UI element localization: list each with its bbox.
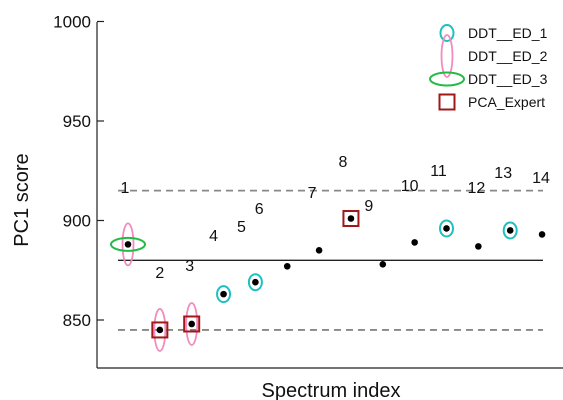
y-tick-label: 1000 [53,13,91,32]
point-label: 9 [364,198,373,215]
data-point [538,231,546,238]
data-point [220,290,227,298]
legend-marker-pca-expert [438,93,456,111]
marker-ddt-ed-1 [247,273,263,292]
legend-marker-ddt-ed-1 [439,24,455,42]
y-tick-label: 850 [63,311,91,330]
legend-label: PCA_Expert [468,94,545,110]
marker-ddt-ed-1 [502,221,518,240]
legend-label: DDT__ED_2 [468,48,548,64]
y-tick-label: 900 [63,212,91,231]
y-tick-label: 950 [63,112,91,131]
data-point [252,278,259,286]
marker-ddt-ed-2 [121,222,135,267]
marker-ddt-ed-1 [216,285,232,304]
legend-label: DDT__ED_1 [468,25,548,41]
point-label: 12 [467,180,485,197]
marker-ddt-ed-2 [153,308,167,352]
point-label: 11 [430,163,447,180]
point-label: 6 [255,201,264,218]
point-label: 8 [338,154,347,171]
data-point [156,326,164,334]
legend-marker-ddt-ed-2 [440,34,454,78]
legend: DDT__ED_1 DDT__ED_2 DDT__ED_3 PCA_Expert [429,24,548,111]
y-axis-label: PC1 score [11,153,33,246]
point-label: 10 [401,178,419,195]
point-label: 13 [494,165,512,182]
data-point [475,243,482,250]
point-label: 5 [237,219,246,236]
data-point [315,247,323,254]
data-point [124,241,132,248]
legend-marker-ddt-ed-3 [429,71,465,87]
marker-ddt-ed-3 [110,236,146,252]
point-label: 1 [121,180,130,197]
marker-pca-expert [342,210,360,228]
x-axis-label: Spectrum index [262,380,401,400]
marker-pca-expert [183,315,201,333]
data-point [443,225,450,232]
legend-label: DDT__ED_3 [468,71,548,87]
data-point [347,215,355,222]
data-point [379,260,387,268]
marker-ddt-ed-2 [185,302,199,346]
marker-ddt-ed-1 [439,219,454,238]
point-label: 4 [209,228,218,245]
point-label: 3 [185,258,194,275]
point-label: 7 [308,185,317,202]
marker-pca-expert [151,321,169,339]
data-point [283,262,291,270]
data-point [411,239,418,246]
point-label: 14 [532,170,550,187]
point-label: 2 [155,265,164,282]
data-point [188,320,195,328]
data-point [506,227,514,234]
